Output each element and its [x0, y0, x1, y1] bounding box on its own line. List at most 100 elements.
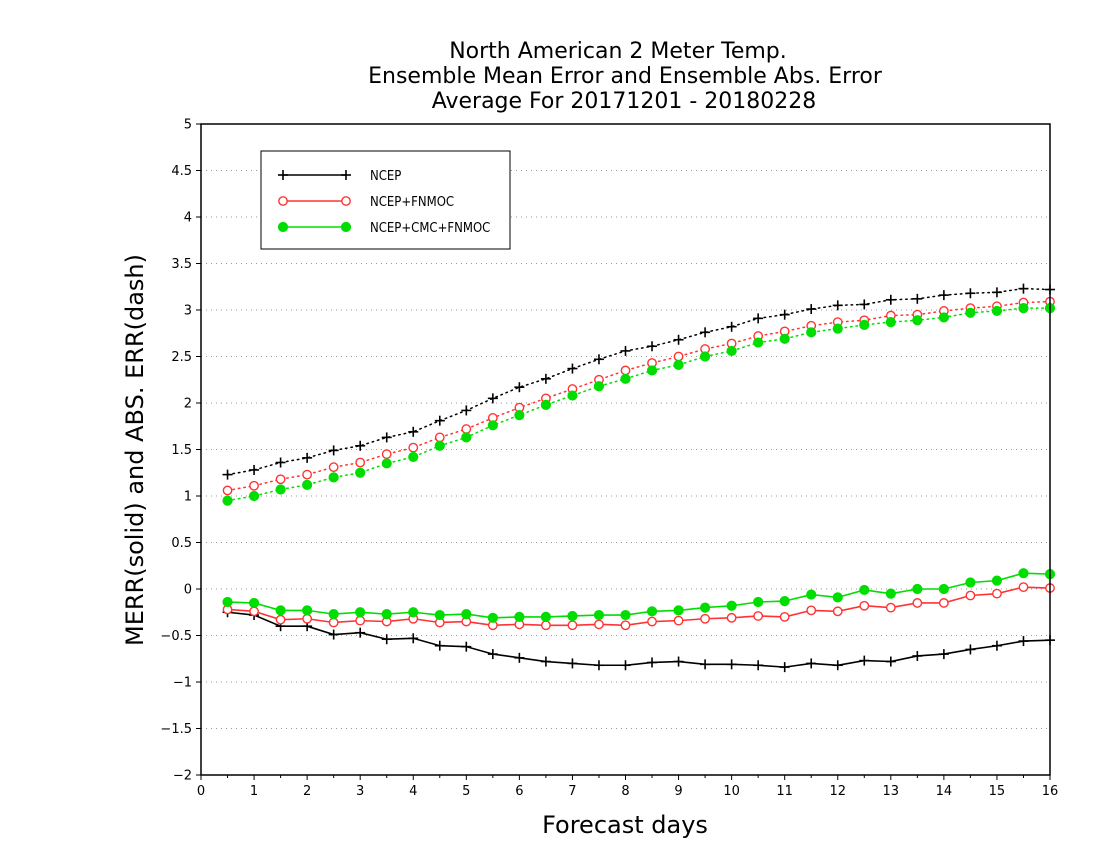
legend: NCEP NCEP+FNMOC NCEP+CMC+FNMOC [260, 150, 511, 250]
mean-error-point [461, 641, 472, 652]
y-tick-label: 3 [184, 304, 192, 319]
y-tick-label: −1.5 [160, 722, 192, 737]
mean-error-point [806, 589, 817, 600]
legend-label: NCEP+FNMOC [370, 195, 454, 210]
abs-error-point [1018, 283, 1029, 294]
x-tick-label: 5 [462, 784, 470, 799]
mean-error-point [355, 627, 366, 638]
mean-error-point [938, 583, 949, 595]
mean-error-point [991, 575, 1003, 586]
abs-error-point [593, 381, 605, 392]
mean-error-point [275, 614, 286, 625]
abs-error-point [673, 359, 684, 370]
mean-error-point [885, 656, 896, 667]
abs-error-point [461, 424, 472, 434]
abs-error-point [726, 345, 737, 357]
x-tick-label: 11 [776, 784, 793, 799]
abs-error-point [593, 354, 604, 365]
mean-error-point [248, 597, 260, 609]
y-tick-label: 1.5 [171, 443, 192, 458]
mean-error-point [1018, 582, 1029, 593]
gridlines [201, 170, 1050, 729]
mean-error-point [885, 588, 896, 599]
x-tick-label: 9 [674, 784, 682, 799]
abs-error-point [540, 399, 552, 410]
abs-error-point [620, 345, 631, 356]
x-axis-label: Forecast days [542, 811, 708, 839]
abs-error-point [355, 467, 366, 478]
mean-error-point [859, 655, 870, 666]
x-tick-label: 14 [936, 784, 953, 799]
abs-error-point [965, 288, 976, 299]
abs-error-point [249, 464, 260, 475]
mean-error-point [938, 598, 949, 608]
legend-marker [278, 170, 288, 180]
legend-entry: NCEP+CMC+FNMOC [277, 221, 490, 236]
mean-error-point [355, 615, 366, 626]
mean-error-point [567, 620, 578, 631]
abs-error-point [222, 469, 233, 480]
mean-error-line-ncep [227, 611, 1051, 668]
mean-error-point [541, 620, 551, 631]
abs-error-point [408, 442, 419, 453]
abs-error-point [355, 440, 366, 451]
abs-error-point [991, 287, 1002, 298]
mean-error-point [408, 607, 419, 618]
mean-error-point [912, 583, 923, 595]
abs-error-line-ncep-fnmoc [226, 300, 1051, 492]
legend-box [260, 150, 511, 250]
mean-error-point [1018, 636, 1029, 647]
mean-error-point [779, 662, 790, 673]
legend-marker [341, 196, 351, 206]
y-tick-label: 2.5 [171, 350, 192, 365]
mean-error-point [222, 596, 233, 608]
mean-error-point [700, 659, 711, 670]
mean-error-point [408, 633, 419, 644]
abs-error-point [912, 293, 923, 304]
mean-error-point [593, 609, 605, 621]
abs-error-point [620, 373, 631, 384]
abs-error-point [620, 365, 631, 376]
y-tick-label: 0.5 [171, 536, 192, 551]
mean-error-point [646, 606, 658, 617]
mean-error-point [673, 615, 684, 626]
mean-error-point [1018, 568, 1029, 579]
x-tick-label: 4 [409, 784, 417, 799]
mean-error-point [859, 600, 870, 611]
abs-error-point [487, 420, 498, 431]
abs-error-point [328, 462, 339, 473]
mean-error-point [593, 660, 604, 671]
mean-error-point [381, 609, 392, 620]
abs-error-point [991, 305, 1003, 317]
mean-error-point [487, 649, 498, 660]
legend-marker [277, 221, 289, 233]
mean-error-point [355, 607, 366, 618]
abs-error-point [461, 405, 472, 416]
mean-error-point [275, 605, 286, 616]
x-tick-label: 7 [568, 784, 576, 799]
mean-error-point [487, 612, 498, 623]
x-tick-label: 12 [829, 784, 846, 799]
x-tick-label: 6 [515, 784, 523, 799]
legend-marker [278, 196, 288, 206]
legend-label: NCEP+CMC+FNMOC [370, 221, 490, 236]
legend-marker [341, 170, 351, 180]
mean-error-point [620, 620, 631, 631]
mean-error-point [514, 652, 525, 663]
mean-error-point [806, 605, 817, 616]
abs-error-point [487, 393, 498, 404]
mean-error-point [540, 611, 552, 623]
abs-error-point [673, 334, 684, 345]
y-tick-label: 2 [184, 397, 192, 412]
mean-error-point [647, 657, 658, 668]
y-axis-label: MERR(solid) and ABS. ERR(dash) [121, 254, 149, 646]
mean-error-point [514, 611, 525, 623]
abs-error-point [248, 490, 260, 502]
mean-error-point [567, 658, 578, 669]
abs-error-point [779, 309, 790, 320]
legend-marker [340, 221, 352, 233]
abs-error-point [885, 316, 896, 328]
mean-error-point [726, 659, 737, 670]
abs-error-point [222, 485, 233, 496]
